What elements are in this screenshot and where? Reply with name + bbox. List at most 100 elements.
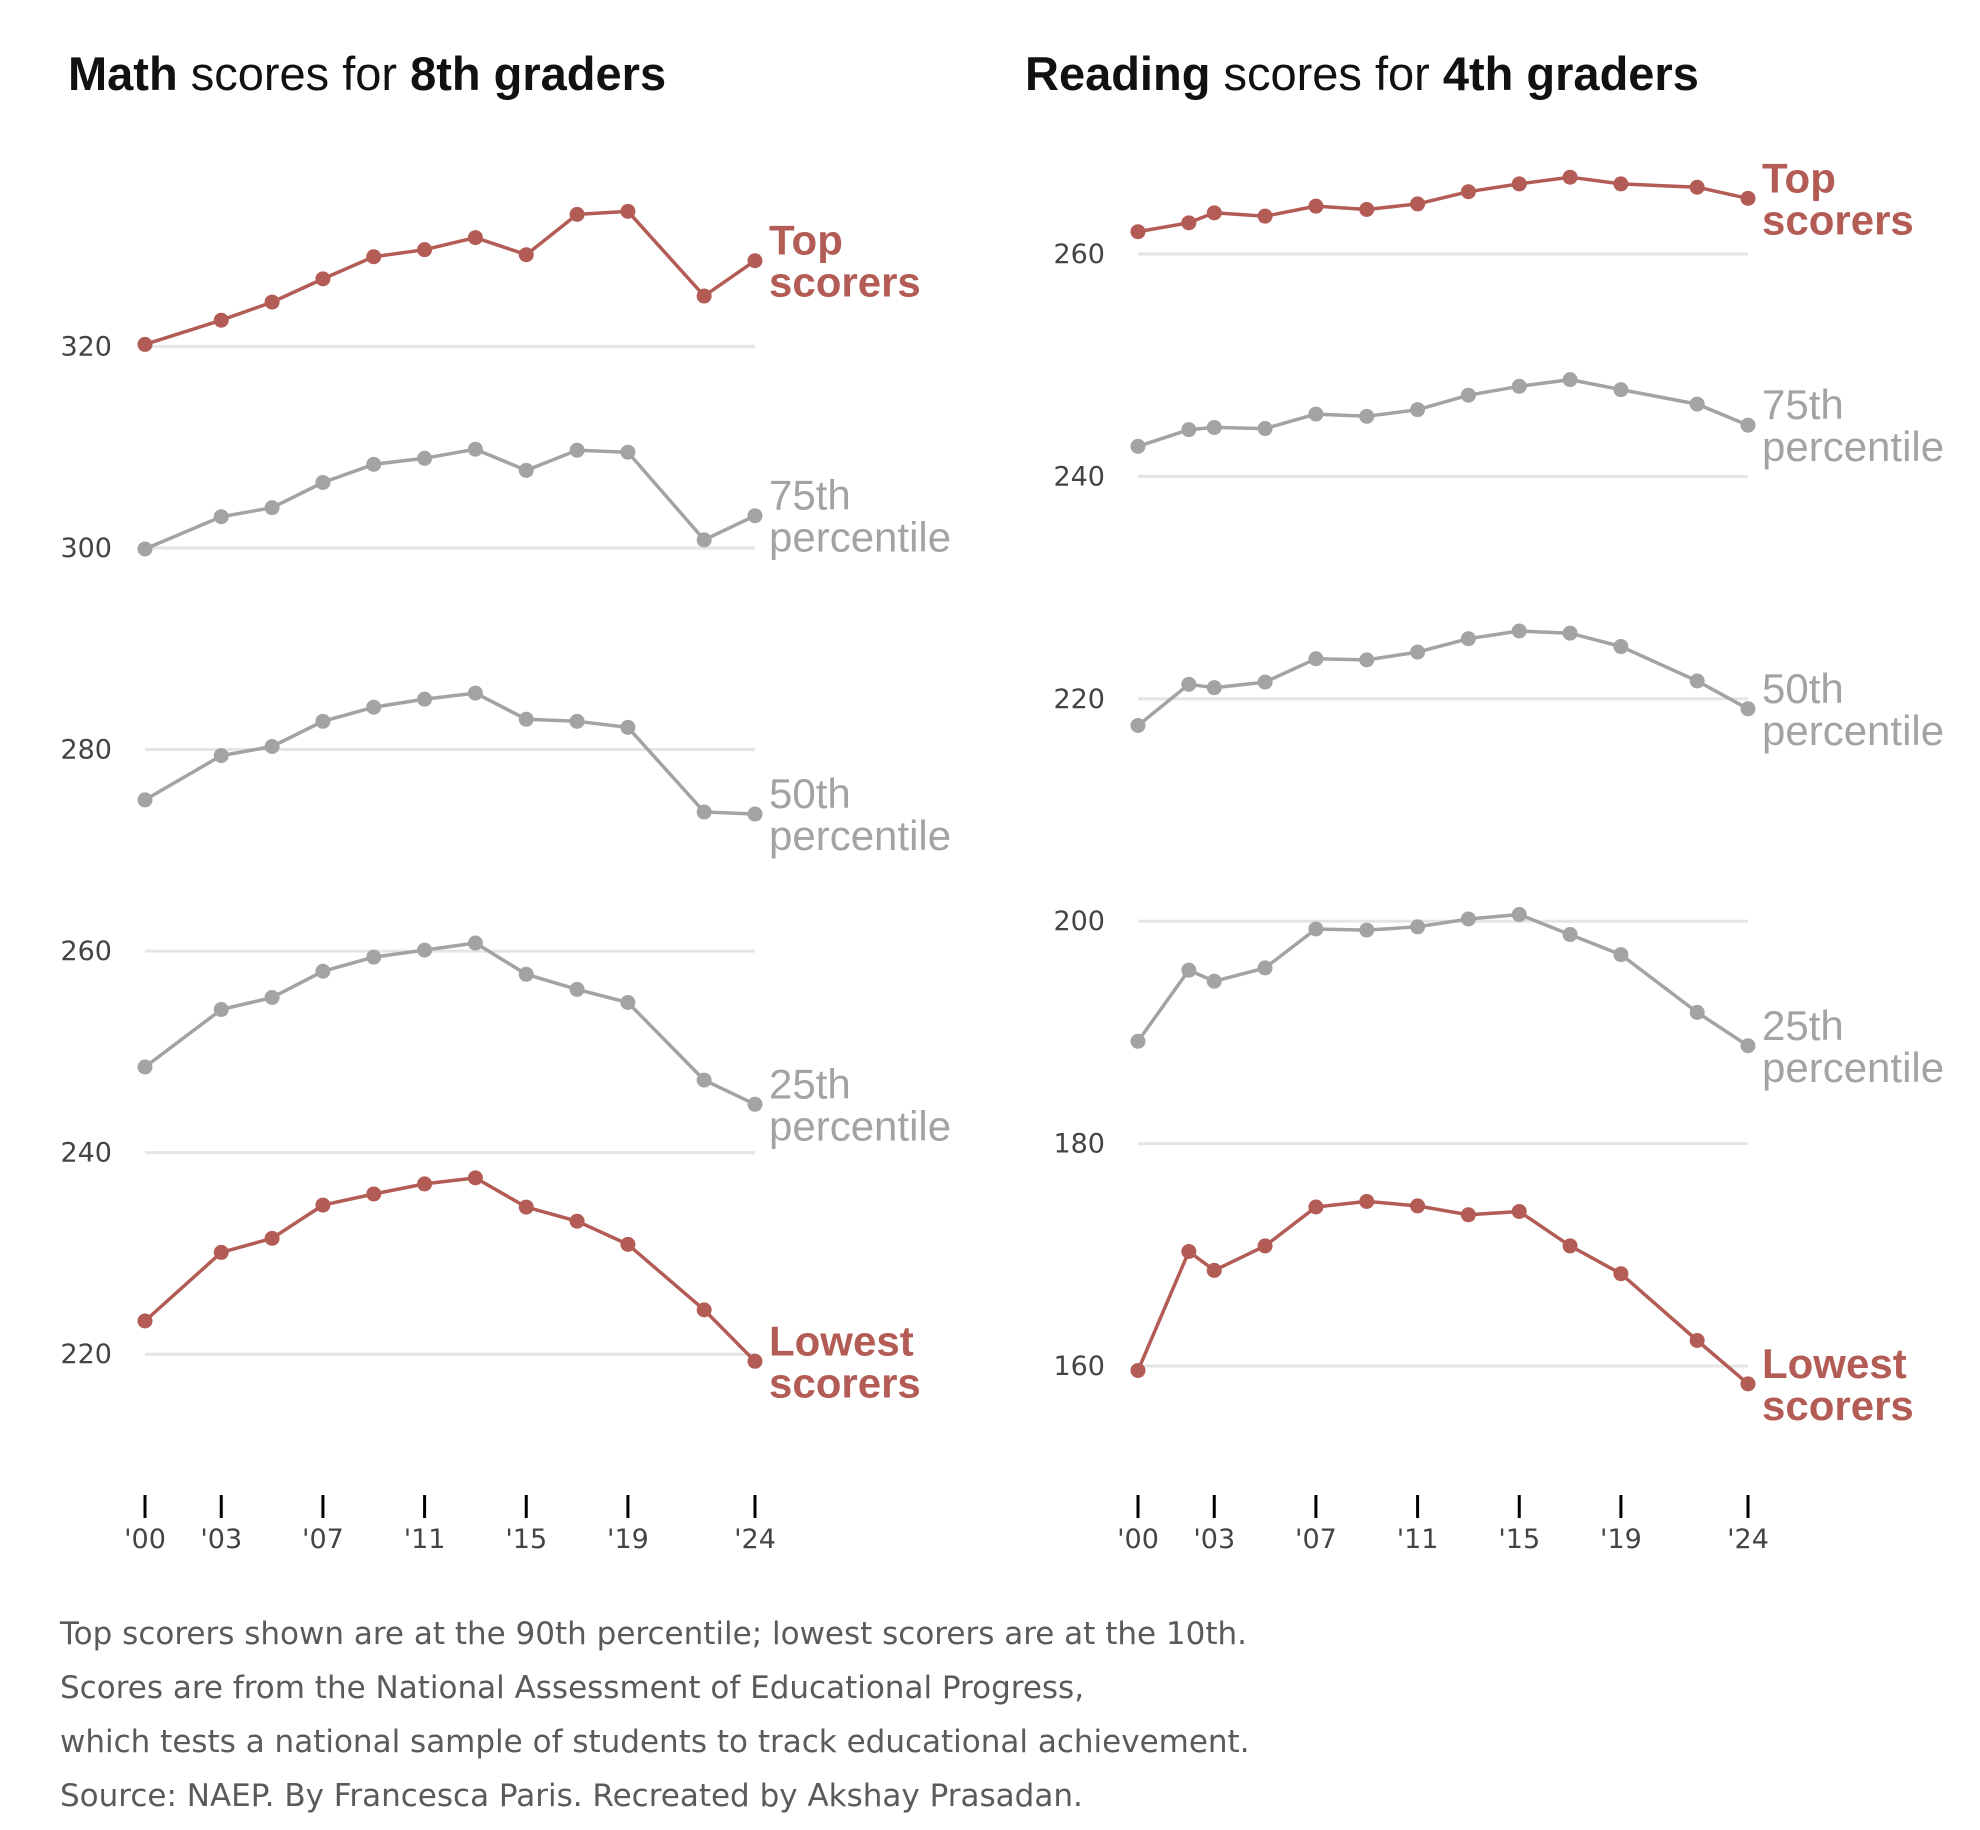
reading-25th-percentile-label-line: percentile bbox=[1762, 1044, 1944, 1091]
reading-x-tick-label: '24 bbox=[1727, 1524, 1769, 1555]
reading-75th-percentile-point bbox=[1410, 402, 1426, 418]
math-25th-percentile-point bbox=[366, 949, 382, 965]
reading-top-scorers-point bbox=[1740, 190, 1756, 206]
math-25th-percentile-point bbox=[264, 989, 280, 1005]
math-x-tick-label: '19 bbox=[607, 1524, 649, 1555]
math-50th-percentile-point bbox=[366, 699, 382, 715]
math-lowest-scorers-point bbox=[213, 1244, 229, 1260]
reading-y-tick-label: 160 bbox=[1053, 1351, 1105, 1382]
reading-75th-percentile-point bbox=[1460, 387, 1476, 403]
math-y-tick-label: 220 bbox=[60, 1339, 112, 1370]
reading-y-tick-label: 260 bbox=[1053, 239, 1105, 270]
math-75th-percentile-point bbox=[518, 462, 534, 478]
reading-25th-percentile-point bbox=[1460, 911, 1476, 927]
math-top-scorers-point bbox=[366, 249, 382, 265]
reading-50th-percentile-point bbox=[1206, 680, 1222, 696]
math-25th-percentile-point bbox=[569, 981, 585, 997]
math-50th-percentile-point bbox=[417, 691, 433, 707]
math-top-scorers-point bbox=[417, 242, 433, 258]
math-25th-percentile-point bbox=[620, 994, 636, 1010]
reading-75th-percentile-point bbox=[1257, 421, 1273, 437]
math-top-scorers-line bbox=[144, 209, 756, 347]
math-50th-percentile-point bbox=[747, 806, 763, 822]
reading-lowest-scorers-line bbox=[1136, 1199, 1750, 1386]
reading-25th-percentile-point bbox=[1130, 1033, 1146, 1049]
reading-25th-percentile-point bbox=[1562, 927, 1578, 943]
reading-25th-percentile-label-line: 25th bbox=[1762, 1002, 1844, 1049]
reading-50th-percentile-point bbox=[1181, 676, 1197, 692]
math-75th-percentile-point bbox=[569, 442, 585, 458]
reading-75th-percentile-point bbox=[1359, 408, 1375, 424]
reading-y-tick-label: 200 bbox=[1053, 906, 1105, 937]
reading-75th-percentile-point bbox=[1130, 438, 1146, 454]
math-50th-percentile-point bbox=[137, 792, 153, 808]
math-75th-percentile-point bbox=[366, 456, 382, 472]
reading-lowest-scorers-point bbox=[1257, 1238, 1273, 1254]
reading-x-tick-label: '15 bbox=[1498, 1524, 1540, 1555]
math-x-tick-label: '15 bbox=[505, 1524, 547, 1555]
reading-25th-percentile-point bbox=[1689, 1004, 1705, 1020]
math-lowest-scorers-point bbox=[696, 1302, 712, 1318]
reading-lowest-scorers-point bbox=[1562, 1238, 1578, 1254]
reading-top-scorers-point bbox=[1613, 176, 1629, 192]
reading-75th-percentile-point bbox=[1511, 378, 1527, 394]
reading-lowest-scorers-point bbox=[1740, 1376, 1756, 1392]
reading-50th-percentile-point bbox=[1613, 639, 1629, 655]
math-25th-percentile-label: 25th percentile bbox=[769, 1060, 951, 1149]
reading-75th-percentile-label: 75th percentile bbox=[1762, 381, 1944, 470]
math-25th-percentile-label-line: percentile bbox=[769, 1102, 951, 1149]
math-50th-percentile-point bbox=[569, 713, 585, 729]
math-x-tick-label: '24 bbox=[734, 1524, 776, 1555]
math-lowest-scorers-point bbox=[620, 1236, 636, 1252]
math-lowest-scorers-line bbox=[143, 1176, 757, 1363]
reading-chart-title: Reading scores for 4th graders bbox=[1025, 47, 1699, 100]
math-50th-percentile-point bbox=[264, 739, 280, 755]
math-x-tick-label: '07 bbox=[302, 1524, 344, 1555]
math-top-scorers-point bbox=[518, 247, 534, 263]
math-top-scorers-point bbox=[747, 253, 763, 269]
reading-lowest-scorers-point bbox=[1206, 1262, 1222, 1278]
math-lowest-scorers-label-line: scorers bbox=[769, 1359, 921, 1406]
math-25th-percentile-point bbox=[417, 942, 433, 958]
reading-lowest-scorers-point bbox=[1613, 1266, 1629, 1282]
reading-top-scorers-line bbox=[1137, 175, 1749, 234]
math-lowest-scorers-point bbox=[315, 1197, 331, 1213]
reading-50th-percentile-point bbox=[1257, 674, 1273, 690]
reading-top-scorers-point bbox=[1562, 169, 1578, 185]
reading-x-tick-label: '11 bbox=[1397, 1524, 1439, 1555]
reading-top-scorers-point bbox=[1206, 205, 1222, 221]
math-lowest-scorers-label: Lowest scorers bbox=[769, 1317, 921, 1406]
reading-50th-percentile-point bbox=[1740, 701, 1756, 717]
math-chart-title: Math scores for 8th graders bbox=[68, 47, 666, 100]
reading-top-scorers-point bbox=[1460, 184, 1476, 200]
math-panel: Math scores for 8th graders 220 240 260 280… bbox=[60, 47, 951, 1555]
reading-top-scorers-point bbox=[1359, 201, 1375, 217]
math-top-scorers-point bbox=[569, 206, 585, 222]
reading-top-scorers-point bbox=[1689, 179, 1705, 195]
reading-top-scorers-point bbox=[1511, 176, 1527, 192]
math-y-tick-label: 240 bbox=[60, 1138, 112, 1169]
math-50th-percentile-point bbox=[467, 685, 483, 701]
math-25th-percentile-point bbox=[747, 1096, 763, 1112]
math-25th-percentile-point bbox=[315, 963, 331, 979]
reading-y-tick-label: 240 bbox=[1053, 461, 1105, 492]
math-x-tick-label: '11 bbox=[404, 1524, 446, 1555]
reading-25th-percentile-line bbox=[1136, 912, 1749, 1048]
reading-50th-percentile-point bbox=[1130, 717, 1146, 733]
reading-75th-percentile-point bbox=[1562, 372, 1578, 388]
math-top-scorers-label: Top scorers bbox=[769, 217, 921, 306]
math-25th-percentile-point bbox=[696, 1072, 712, 1088]
reading-75th-percentile-point bbox=[1308, 406, 1324, 422]
reading-top-scorers-point bbox=[1257, 208, 1273, 224]
reading-top-scorers-point bbox=[1410, 196, 1426, 212]
math-75th-percentile-point bbox=[213, 509, 229, 525]
math-lowest-scorers-point bbox=[417, 1176, 433, 1192]
math-50th-percentile-label-line: 50th bbox=[769, 770, 851, 817]
reading-lowest-scorers-point bbox=[1689, 1332, 1705, 1348]
reading-50th-percentile-line bbox=[1136, 629, 1749, 727]
reading-y-tick-label: 220 bbox=[1053, 684, 1105, 715]
math-x-tick-label: '03 bbox=[200, 1524, 242, 1555]
math-75th-percentile-label: 75th percentile bbox=[769, 472, 951, 561]
reading-25th-percentile-label: 25th percentile bbox=[1762, 1002, 1944, 1091]
reading-75th-percentile-point bbox=[1181, 422, 1197, 438]
